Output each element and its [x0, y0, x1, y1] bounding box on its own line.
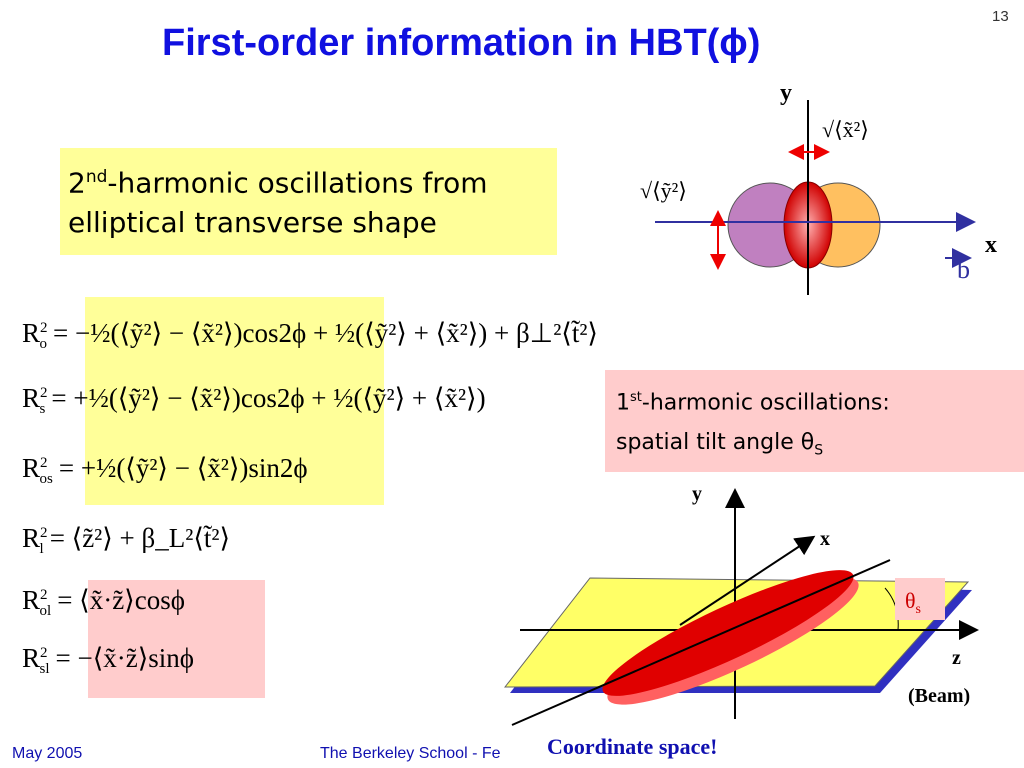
equation-part: ol — [39, 603, 52, 620]
equation: R2os = +½(⟨ỹ²⟩ − ⟨x̃²⟩)sin2ϕ — [22, 453, 308, 488]
equation-part: = −⟨x̃·z̃⟩sinϕ — [55, 643, 194, 673]
eq-highlight — [88, 580, 265, 698]
text: nd — [85, 167, 108, 187]
equation-part: o — [39, 336, 48, 353]
equation: R2l = ⟨z̃²⟩ + β_L²⟨t̃²⟩ — [22, 523, 230, 558]
text: -harmonic oscillations: — [641, 390, 890, 416]
equation-part: = +½(⟨ỹ²⟩ − ⟨x̃²⟩)cos2ϕ + ½(⟨ỹ²⟩ + ⟨x̃²⟩… — [51, 383, 486, 413]
slide-number: 13 — [992, 8, 1009, 25]
text: -harmonic oscillations from — [107, 166, 488, 200]
equation-part: 2 — [40, 385, 48, 401]
box-second — [60, 148, 557, 255]
text: elliptical transverse shape — [68, 206, 437, 240]
axis-label: y — [692, 483, 702, 505]
equation-part: = +½(⟨ỹ²⟩ − ⟨x̃²⟩)sin2ϕ — [58, 453, 308, 483]
diagram-3d: θs y x z (Beam) Coordinate space! — [503, 483, 979, 759]
equation-part: R — [22, 318, 41, 348]
width-label: √⟨x̃²⟩ — [822, 117, 869, 142]
footer-date: May 2005 — [12, 745, 82, 762]
equation: R2ol = ⟨x̃·z̃⟩cosϕ — [22, 585, 185, 620]
equation-part: sl — [39, 661, 50, 678]
equation-part: 2 — [40, 587, 48, 603]
title: First-order information in HBT(ϕ) — [162, 22, 761, 64]
top-diagram: y x b √⟨x̃²⟩ √⟨ỹ²⟩ — [640, 80, 997, 295]
equation-part: 2 — [40, 320, 48, 336]
b-label: b — [957, 255, 970, 284]
equation-part: l — [39, 541, 44, 558]
text: θ — [905, 588, 916, 613]
axis-label: x — [820, 528, 830, 550]
text: S — [814, 442, 824, 459]
equation-part: = ⟨x̃·z̃⟩cosϕ — [57, 585, 185, 615]
width-label: √⟨ỹ²⟩ — [640, 178, 687, 203]
equation: R2o = −½(⟨ỹ²⟩ − ⟨x̃²⟩)cos2ϕ + ½(⟨ỹ²⟩ + ⟨x… — [22, 318, 598, 353]
axis-label: y — [780, 80, 792, 106]
beam-axis — [511, 559, 891, 726]
axis-label: z — [952, 647, 961, 669]
axis — [679, 535, 816, 626]
theta: θs — [905, 588, 921, 617]
equation-part: R — [22, 453, 41, 483]
equation-part: R — [22, 383, 41, 413]
text: 1 — [616, 390, 630, 416]
equation-part: 2 — [40, 525, 48, 541]
equation-part: R — [22, 585, 41, 615]
equation-part: R — [22, 643, 41, 673]
eq-highlight — [85, 297, 384, 505]
caption: Coordinate space! — [547, 734, 717, 759]
equation-part: 2 — [40, 455, 48, 471]
box-first — [605, 370, 1024, 472]
equation: R2sl = −⟨x̃·z̃⟩sinϕ — [22, 643, 194, 678]
text: st — [630, 390, 642, 405]
equation-part: R — [22, 523, 41, 553]
footer-school: The Berkeley School - Fe — [320, 745, 501, 762]
box-second-text: 2nd-harmonic oscillations from elliptica… — [68, 157, 488, 243]
equation-part: 2 — [40, 645, 48, 661]
text: spatial tilt angle θ — [616, 430, 815, 456]
equation-part: = ⟨z̃²⟩ + β_L²⟨t̃²⟩ — [49, 523, 231, 553]
equation-part: s — [39, 401, 46, 418]
axis-label: x — [985, 232, 997, 258]
text: s — [916, 602, 921, 617]
equation-part: os — [39, 471, 53, 488]
ellipse — [602, 570, 854, 696]
box-first-text: 1st-harmonic oscillations: spatial tilt … — [616, 378, 890, 471]
theta-box — [895, 578, 945, 620]
text: 2 — [68, 166, 86, 200]
equation-part: = −½(⟨ỹ²⟩ − ⟨x̃²⟩)cos2ϕ + ½(⟨ỹ²⟩ + ⟨x̃²⟩… — [53, 318, 598, 348]
equation: R2s = +½(⟨ỹ²⟩ − ⟨x̃²⟩)cos2ϕ + ½(⟨ỹ²⟩ + ⟨x… — [22, 383, 486, 418]
axis-label: (Beam) — [908, 685, 970, 707]
